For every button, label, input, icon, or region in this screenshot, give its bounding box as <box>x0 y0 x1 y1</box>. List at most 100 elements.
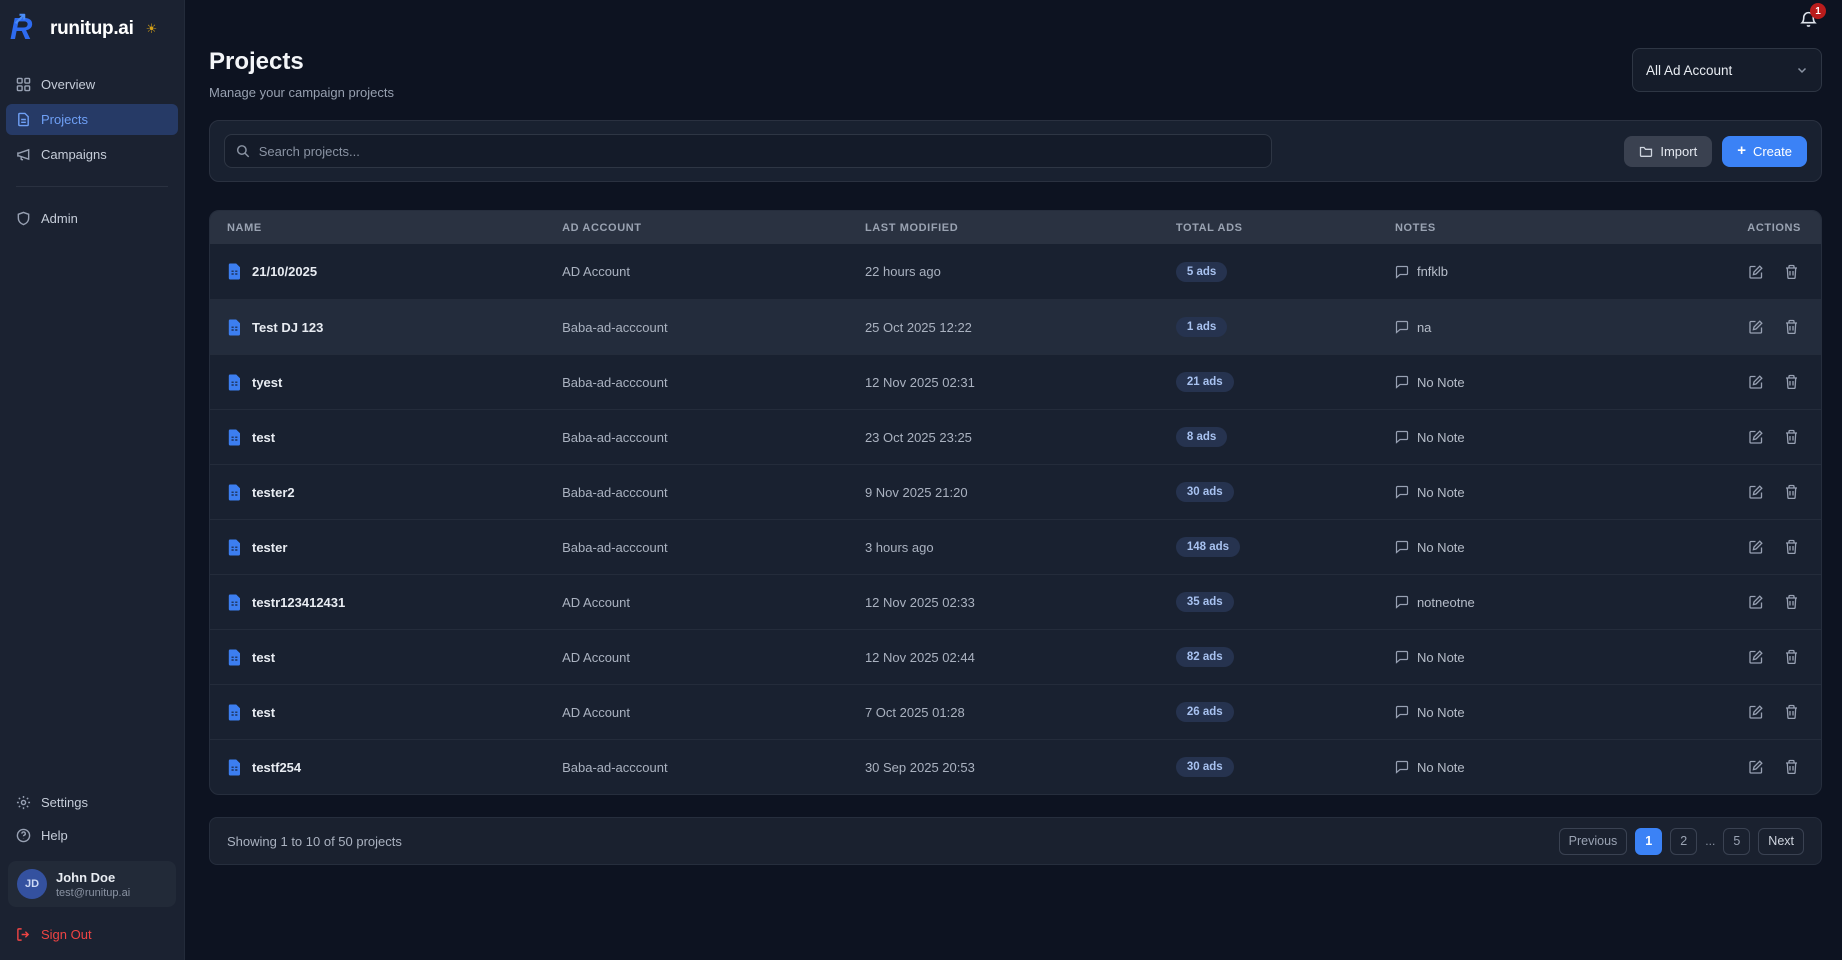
project-note: fnfklb <box>1416 264 1449 279</box>
note-bubble-icon <box>1395 375 1409 389</box>
project-ad-account: AD Account <box>562 649 631 665</box>
table-row[interactable]: testf254 Baba-ad-acccount 30 Sep 2025 20… <box>210 739 1821 794</box>
delete-button[interactable] <box>1782 647 1801 667</box>
edit-pencil-icon <box>1749 650 1763 664</box>
table-row[interactable]: tyest Baba-ad-acccount 12 Nov 2025 02:31… <box>210 354 1821 409</box>
table-row[interactable]: test AD Account 12 Nov 2025 02:44 82 ads… <box>210 629 1821 684</box>
delete-button[interactable] <box>1782 427 1801 447</box>
notifications-button[interactable]: 1 <box>1799 3 1826 34</box>
sidebar-item-overview[interactable]: Overview <box>6 69 178 100</box>
sidebar-item-campaigns[interactable]: Campaigns <box>6 139 178 170</box>
project-name: test <box>252 429 276 445</box>
chevron-down-icon <box>1797 67 1807 74</box>
page-button-2[interactable]: 2 <box>1670 827 1698 855</box>
user-email: test@runitup.ai <box>56 886 131 899</box>
delete-button[interactable] <box>1782 262 1801 282</box>
project-ad-account: Baba-ad-acccount <box>562 374 668 390</box>
search-box[interactable] <box>224 134 1272 168</box>
edit-button[interactable] <box>1746 647 1766 667</box>
delete-button[interactable] <box>1782 592 1801 612</box>
sign-out-button[interactable]: Sign Out <box>6 919 178 950</box>
logo-row: R ↗ runitup.ai ☀ <box>0 0 184 61</box>
delete-button[interactable] <box>1782 537 1801 557</box>
table-row[interactable]: tester2 Baba-ad-acccount 9 Nov 2025 21:2… <box>210 464 1821 519</box>
edit-button[interactable] <box>1746 757 1766 777</box>
total-ads-badge: 5 ads <box>1175 261 1228 282</box>
delete-button[interactable] <box>1782 317 1801 337</box>
page-button-5[interactable]: 5 <box>1723 827 1751 855</box>
sidebar: R ↗ runitup.ai ☀ Overview Projects Campa… <box>0 0 185 960</box>
edit-button[interactable] <box>1746 482 1766 502</box>
edit-button[interactable] <box>1746 262 1766 282</box>
ad-account-select[interactable]: All Ad Account <box>1632 48 1822 92</box>
edit-button[interactable] <box>1746 372 1766 392</box>
project-note: na <box>1416 319 1432 335</box>
project-last-modified: 25 Oct 2025 12:22 <box>864 319 972 335</box>
brand-name: runitup.ai <box>50 18 134 39</box>
sidebar-item-admin[interactable]: Admin <box>6 203 178 234</box>
delete-button[interactable] <box>1782 757 1801 777</box>
edit-pencil-icon <box>1749 375 1763 389</box>
delete-button[interactable] <box>1782 372 1801 392</box>
note-bubble-icon <box>1395 540 1409 554</box>
table-row[interactable]: test Baba-ad-acccount 23 Oct 2025 23:25 … <box>210 409 1821 464</box>
project-ad-account: AD Account <box>562 594 631 610</box>
document-icon <box>18 112 29 127</box>
project-name: tester2 <box>252 484 295 500</box>
table-header-row: NAME AD ACCOUNT LAST MODIFIED TOTAL ADS … <box>210 211 1821 244</box>
user-card[interactable]: JD John Doe test@runitup.ai <box>8 861 176 907</box>
project-ad-account: Baba-ad-acccount <box>562 484 668 500</box>
project-file-icon <box>228 374 240 390</box>
project-last-modified: 12 Nov 2025 02:44 <box>864 649 975 665</box>
create-label: Create <box>1752 143 1792 159</box>
project-note: No Note <box>1416 539 1465 555</box>
table-row[interactable]: testr123412431 AD Account 12 Nov 2025 02… <box>210 574 1821 629</box>
create-button[interactable]: + Create <box>1722 135 1807 167</box>
edit-button[interactable] <box>1746 702 1766 722</box>
note-bubble-icon <box>1395 595 1409 609</box>
delete-button[interactable] <box>1782 482 1801 502</box>
trash-icon <box>1786 649 1797 665</box>
sidebar-bottom: Settings Help JD John Doe test@runitup.a… <box>0 787 184 950</box>
sidebar-item-settings[interactable]: Settings <box>6 787 178 818</box>
delete-button[interactable] <box>1782 702 1801 722</box>
project-ad-account: Baba-ad-acccount <box>562 319 668 335</box>
page-button-1[interactable]: 1 <box>1635 827 1663 855</box>
project-file-icon <box>228 319 240 335</box>
search-input[interactable] <box>258 143 1260 159</box>
edit-button[interactable] <box>1746 317 1766 337</box>
table-row[interactable]: tester Baba-ad-acccount 3 hours ago 148 … <box>210 519 1821 574</box>
avatar: JD <box>17 869 47 899</box>
table-row[interactable]: Test DJ 123 Baba-ad-acccount 25 Oct 2025… <box>210 299 1821 354</box>
edit-button[interactable] <box>1746 592 1766 612</box>
edit-pencil-icon <box>1749 540 1763 554</box>
brand-logo-icon: R ↗ <box>10 9 32 46</box>
edit-button[interactable] <box>1746 537 1766 557</box>
next-page-button[interactable]: Next <box>1758 827 1804 855</box>
column-header-total-ads: TOTAL ADS <box>1175 221 1243 234</box>
note-bubble-icon <box>1395 760 1409 774</box>
edit-button[interactable] <box>1746 427 1766 447</box>
toolbar-panel: Import + Create <box>209 120 1822 182</box>
trash-icon <box>1786 484 1797 500</box>
sidebar-item-label: Projects <box>41 112 88 127</box>
theme-toggle-sun-icon[interactable]: ☀ <box>145 21 158 36</box>
sidebar-item-help[interactable]: Help <box>6 820 178 851</box>
sidebar-item-label: Help <box>41 828 68 843</box>
project-note: No Note <box>1416 704 1465 720</box>
column-header-actions: ACTIONS <box>1747 221 1801 234</box>
note-bubble-icon <box>1395 430 1409 444</box>
project-last-modified: 3 hours ago <box>864 539 934 555</box>
logout-icon <box>17 928 30 941</box>
table-row[interactable]: 21/10/2025 AD Account 22 hours ago 5 ads… <box>210 244 1821 299</box>
table-row[interactable]: test AD Account 7 Oct 2025 01:28 26 ads … <box>210 684 1821 739</box>
shield-icon <box>17 211 30 226</box>
gear-icon <box>16 795 31 810</box>
previous-page-button[interactable]: Previous <box>1558 827 1628 855</box>
sign-out-label: Sign Out <box>41 927 92 942</box>
sidebar-item-projects[interactable]: Projects <box>6 104 178 135</box>
import-button[interactable]: Import <box>1624 135 1713 167</box>
sidebar-item-label: Admin <box>41 211 78 226</box>
total-ads-badge: 35 ads <box>1175 592 1234 612</box>
ad-account-select-value: All Ad Account <box>1646 62 1733 78</box>
